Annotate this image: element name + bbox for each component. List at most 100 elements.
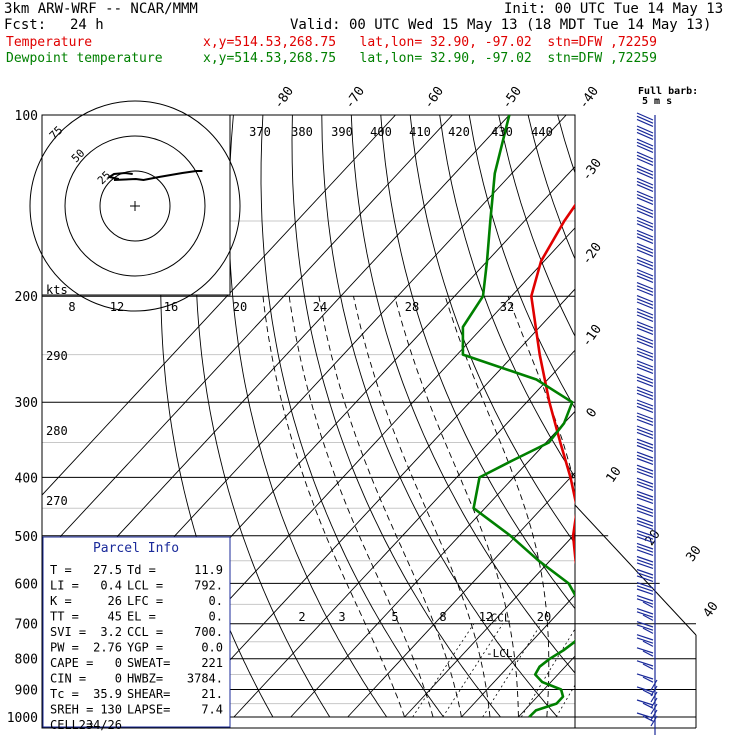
wind-barb	[636, 112, 654, 121]
temperature-location: x,y=514.53,268.75 lat,lon= 32.90, -97.02…	[203, 35, 657, 50]
wind-barb	[636, 536, 654, 543]
isotherm-label: 30	[683, 543, 704, 564]
wind-barb	[636, 457, 654, 465]
mixing-ratio-label: 20	[537, 610, 551, 624]
wind-barb	[636, 363, 654, 371]
wind-barb	[636, 366, 654, 374]
wind-barb	[636, 392, 654, 400]
moist-adiabat-line	[318, 296, 462, 718]
wind-barb	[636, 568, 654, 576]
isotherm-label: 0	[584, 405, 601, 420]
temperature-profile	[530, 203, 575, 565]
wind-barb	[636, 164, 654, 173]
wind-barb	[636, 262, 654, 270]
wind-barb	[636, 402, 654, 410]
wind-barb	[636, 660, 654, 667]
wind-barb	[636, 529, 654, 537]
theta-label: 370	[249, 125, 271, 139]
moist-adiabat-line	[288, 296, 434, 718]
isotherm-line	[42, 115, 453, 557]
wind-barb	[636, 229, 654, 238]
wind-barb	[636, 337, 654, 345]
isotherm-line	[518, 655, 575, 718]
wind-barb	[636, 549, 654, 556]
wind-barb	[636, 288, 654, 296]
theta-side-label: 290	[46, 349, 68, 363]
parcel-row-value: 792.	[194, 579, 223, 593]
dewpoint-profile	[461, 115, 575, 718]
parcel-row-label: SREH =	[50, 703, 93, 717]
wind-barb	[636, 197, 654, 205]
pressure-label: 500	[15, 530, 38, 545]
mixing-ratio-label: 12	[479, 610, 493, 624]
wind-barb	[636, 510, 654, 517]
wind-barb	[636, 350, 654, 358]
wind-barb	[636, 451, 654, 459]
wind-barb	[636, 379, 654, 387]
theta-label: 380	[291, 125, 313, 139]
parcel-row-value: 2.76	[93, 641, 122, 655]
wind-barb	[636, 389, 654, 397]
wind-barb	[636, 497, 654, 504]
parcel-row-label: CCL =	[127, 625, 163, 639]
wind-barb	[636, 712, 654, 719]
parcel-row-value: 35.9	[93, 687, 122, 701]
wind-barb	[636, 686, 654, 693]
moist-adiabat-line	[661, 296, 740, 717]
mixing-ratio-top-label: 20	[233, 300, 247, 314]
wind-barb	[642, 614, 654, 621]
wind-barb	[636, 314, 654, 322]
isotherm-label: -60	[421, 84, 447, 112]
isotherm-label: -40	[576, 84, 602, 112]
dry-adiabat-line	[498, 115, 575, 338]
wind-barb	[636, 624, 654, 631]
wind-barb	[636, 167, 654, 176]
parcel-row-value: 234/26	[79, 718, 122, 732]
wind-barb	[636, 699, 654, 706]
mixing-ratio-label: 8	[439, 610, 446, 624]
parcel-row-label: CELL =	[50, 718, 93, 732]
parcel-row-value: 0.4	[100, 579, 122, 593]
wind-barb	[636, 588, 654, 595]
isotherm-line	[461, 594, 575, 718]
wind-barb	[636, 444, 654, 452]
wind-barb	[636, 324, 654, 332]
mixing-ratio-label: 2	[298, 610, 305, 624]
mixing-ratio-line	[520, 628, 575, 718]
parcel-row-label: Td =	[127, 563, 156, 577]
parcel-row-value: 3.2	[100, 625, 122, 639]
wind-barb	[636, 157, 654, 166]
wind-barb	[636, 128, 654, 137]
theta-label: 410	[409, 125, 431, 139]
wind-barb	[636, 203, 654, 212]
wind-barb	[636, 523, 654, 530]
isotherm-label: -50	[499, 84, 525, 112]
isotherm-label: 20	[642, 527, 663, 548]
wind-barb	[636, 115, 654, 124]
wind-barb	[636, 506, 654, 514]
wind-barb	[636, 255, 654, 264]
wind-barb	[636, 519, 654, 527]
parcel-row-value: 130	[100, 703, 122, 717]
mixing-ratio-top-label: 24	[313, 300, 327, 314]
wind-barb	[636, 438, 654, 446]
wind-barb	[636, 431, 654, 439]
parcel-row-label: LCL =	[127, 579, 163, 593]
valid-time: Valid: 00 UTC Wed 15 May 13 (18 MDT Tue …	[290, 17, 712, 33]
wind-barb	[636, 480, 654, 488]
dry-adiabat-line	[617, 115, 740, 717]
parcel-info-box	[42, 536, 231, 728]
wind-barb	[636, 223, 654, 231]
isotherm-label: -10	[579, 322, 605, 350]
wind-barb	[642, 663, 654, 670]
wind-barb	[636, 285, 654, 293]
parcel-row-label: PW =	[50, 641, 79, 655]
parcel-row-label: YGP =	[127, 641, 163, 655]
dry-adiabat-line	[409, 115, 575, 545]
parcel-row-value: 45	[108, 610, 122, 624]
wind-barb	[636, 171, 654, 179]
wind-barb	[636, 405, 654, 413]
hodograph-ring	[64, 135, 206, 277]
parcel-row-value: 0.0	[201, 641, 223, 655]
